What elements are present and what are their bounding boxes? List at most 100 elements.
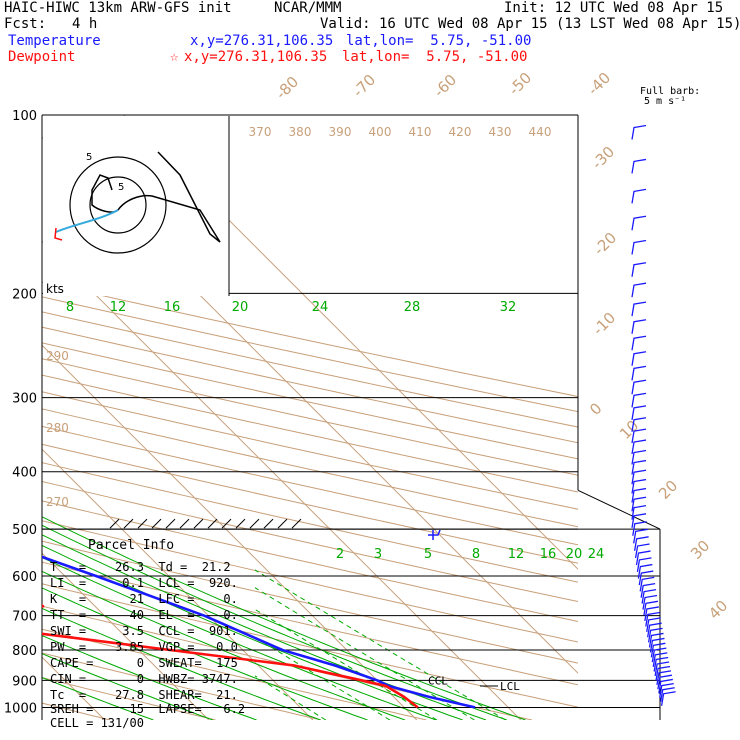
moist-adiabat bbox=[42, 524, 507, 720]
dewpoint-line bbox=[42, 604, 419, 709]
mixing-ratio-line bbox=[255, 587, 475, 720]
wind-barb bbox=[653, 656, 669, 672]
hodograph-box bbox=[43, 116, 229, 296]
isobar-tick bbox=[137, 518, 148, 529]
barb-scale-unit: 5 m s⁻¹ bbox=[644, 96, 686, 107]
mixing-ratio-label: 12 bbox=[508, 547, 525, 562]
wind-barb bbox=[660, 691, 676, 706]
isobar-tick bbox=[179, 518, 190, 529]
isotherm bbox=[42, 240, 522, 720]
wind-barb bbox=[658, 678, 673, 694]
theta-left-label: 290 bbox=[46, 349, 69, 363]
moist-adiabat-label: 20 bbox=[232, 300, 249, 315]
wind-barb bbox=[649, 637, 665, 653]
wind-barb bbox=[636, 557, 652, 573]
isotherm bbox=[42, 552, 210, 720]
moist-adiabat-label: 28 bbox=[404, 300, 421, 315]
wind-barb bbox=[631, 478, 647, 494]
hodograph-kts-label: kts bbox=[46, 282, 64, 296]
isobar-tick bbox=[291, 518, 302, 529]
parcel-row: Tc = 27.8 SHEAR= 21. bbox=[50, 688, 238, 702]
dry-adiabat bbox=[42, 311, 578, 428]
moist-adiabat bbox=[42, 587, 368, 720]
dewpoint-xy: x,y=276.31,106.35 bbox=[184, 49, 328, 65]
theta-label: 410 bbox=[409, 125, 432, 139]
fcst-label: Fcst: bbox=[4, 16, 47, 32]
hodograph-trace bbox=[117, 151, 221, 243]
wind-barb bbox=[631, 379, 647, 395]
wind-barb bbox=[659, 682, 674, 698]
wind-barb bbox=[635, 550, 651, 566]
wind-barb bbox=[631, 417, 647, 432]
wind-barb bbox=[648, 632, 664, 648]
wind-barb bbox=[655, 665, 671, 681]
isotherm-label: -60 bbox=[430, 71, 460, 101]
wind-barb bbox=[641, 588, 657, 604]
wind-barb bbox=[631, 301, 647, 317]
isotherm-label: -40 bbox=[584, 69, 614, 99]
moist-adiabat bbox=[42, 653, 213, 720]
wind-barb bbox=[637, 563, 653, 579]
barb-scale-label: Full barb: bbox=[640, 86, 700, 97]
hodograph-ring-label: 5 bbox=[118, 182, 124, 193]
hodograph-surface-mark bbox=[54, 227, 63, 241]
hodograph-ring bbox=[89, 176, 147, 234]
dry-adiabat bbox=[42, 342, 578, 460]
parcel-info-title: Parcel Info bbox=[88, 538, 175, 553]
wind-barb bbox=[640, 582, 656, 598]
dry-adiabat bbox=[42, 583, 578, 708]
mixing-ratio-label: 24 bbox=[588, 547, 605, 562]
isotherm-label: -70 bbox=[349, 71, 379, 101]
mixing-ratio-line bbox=[255, 569, 506, 720]
isobar-tick bbox=[235, 518, 246, 529]
mixing-ratio-line bbox=[255, 636, 391, 720]
wind-barb bbox=[631, 319, 647, 334]
moist-adiabat bbox=[42, 607, 321, 720]
dewpoint-star-icon: ☆ bbox=[170, 49, 179, 65]
isobar-tick bbox=[263, 518, 274, 529]
mixing-ratio-label: 5 bbox=[424, 547, 432, 562]
dry-adiabat bbox=[42, 462, 578, 583]
parcel-row: SREH = 15 LAPSE= 6.2 bbox=[50, 702, 246, 716]
dry-adiabat bbox=[42, 500, 578, 623]
isobar-tick bbox=[221, 518, 232, 529]
pressure-label: 200 bbox=[12, 287, 37, 302]
parcel-row: SWI = 3.5 CCL = 901. bbox=[50, 624, 238, 638]
mixing-ratio-label: 16 bbox=[540, 547, 557, 562]
moist-adiabat-label: 12 bbox=[110, 300, 127, 315]
wind-barb bbox=[660, 687, 675, 702]
dry-adiabat bbox=[42, 628, 427, 720]
moist-adiabat-label: 24 bbox=[312, 300, 329, 315]
moist-adiabat bbox=[42, 634, 257, 720]
temperature-line bbox=[42, 555, 476, 709]
wind-barb bbox=[631, 262, 647, 277]
wind-barb bbox=[631, 365, 647, 381]
wind-barb bbox=[639, 576, 655, 592]
wind-barb bbox=[631, 428, 647, 444]
parcel-row: CIN = 0 HWBZ= 3747. bbox=[50, 672, 238, 686]
moist-adiabat bbox=[42, 516, 526, 720]
wind-barb bbox=[631, 459, 647, 475]
legend-dewpoint: Dewpoint bbox=[8, 49, 76, 65]
ccl-label: CCL bbox=[428, 675, 448, 688]
theta-left-label: 270 bbox=[46, 495, 69, 509]
mixing-ratio-label: 8 bbox=[472, 547, 480, 562]
legend-temperature: Temperature bbox=[8, 33, 101, 49]
parcel-row: PW = 3.85 VGP = 0.0 bbox=[50, 640, 238, 654]
isotherm-label: 10 bbox=[616, 417, 642, 443]
wind-barb bbox=[647, 622, 662, 638]
wind-barb bbox=[631, 487, 647, 503]
theta-left-label: 280 bbox=[46, 421, 69, 435]
chart-header: HAIC-HIWC 13km ARW-GFS init NCAR/MMM Ini… bbox=[0, 0, 740, 70]
isotherm-label: -20 bbox=[590, 229, 620, 259]
theta-label: 430 bbox=[489, 125, 512, 139]
parcel-row: K = 21 LFC = 0. bbox=[50, 592, 238, 606]
mixing-ratio-label: 3 bbox=[374, 547, 382, 562]
mixing-ratio-label: 2 bbox=[336, 547, 344, 562]
isotherm bbox=[0, 115, 1, 720]
dry-adiabat bbox=[42, 296, 578, 413]
dry-adiabat bbox=[42, 326, 578, 444]
isobar-tick bbox=[109, 518, 120, 529]
wind-barb bbox=[647, 627, 663, 643]
isobar-tick bbox=[123, 518, 134, 529]
